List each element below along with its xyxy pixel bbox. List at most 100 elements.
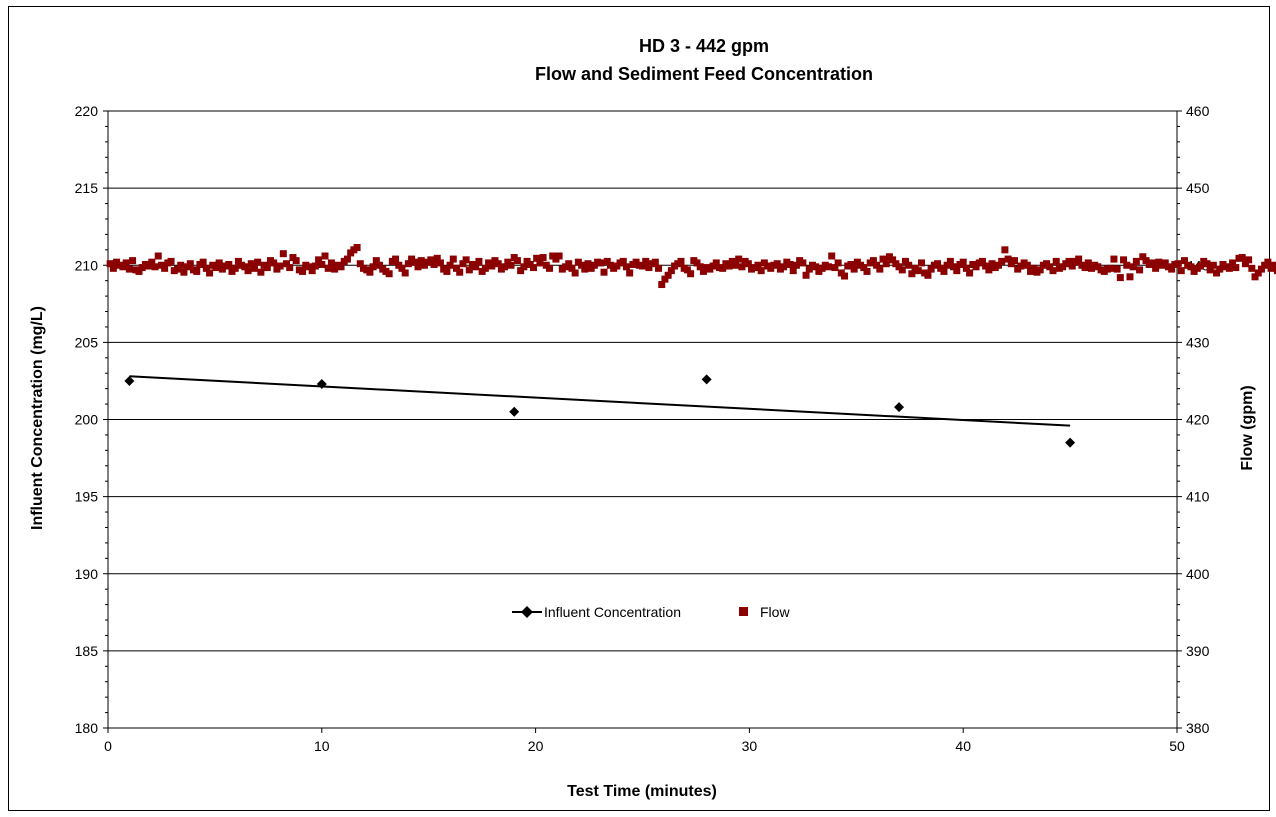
- flow-point: [257, 268, 265, 276]
- flow-point: [161, 264, 169, 272]
- flow-point: [603, 257, 611, 265]
- flow-point: [507, 261, 515, 269]
- legend-label-flow: Flow: [760, 604, 790, 620]
- y-right-tick-label: 410: [1186, 489, 1210, 505]
- influent-point: [124, 375, 135, 386]
- flow-point: [802, 271, 810, 279]
- flow-point: [985, 266, 993, 274]
- flow-point: [305, 263, 313, 271]
- flow-point: [449, 255, 457, 263]
- flow-point: [173, 265, 181, 273]
- flow-point: [1187, 263, 1195, 271]
- y-right-tick-label: 430: [1186, 334, 1210, 350]
- flow-point: [1254, 269, 1262, 277]
- flow-point: [241, 263, 249, 271]
- flow-point: [433, 254, 441, 262]
- y-left-tick-label: 190: [75, 566, 99, 582]
- flow-point: [286, 264, 294, 272]
- flow-point: [1136, 266, 1144, 274]
- flow-point: [324, 264, 332, 272]
- flow-point: [651, 258, 659, 266]
- flow-point: [343, 255, 351, 263]
- flow-point: [529, 264, 537, 272]
- flow-point: [270, 259, 278, 267]
- flow-point: [1001, 246, 1009, 254]
- flow-point: [1052, 257, 1060, 265]
- flow-point: [404, 260, 412, 268]
- flow-point: [988, 260, 996, 268]
- flow-point: [918, 259, 926, 267]
- y-left-tick-label: 215: [75, 180, 99, 196]
- flow-point: [186, 260, 194, 268]
- flow-point: [655, 264, 663, 272]
- flow-point: [687, 270, 695, 278]
- flow-point: [959, 258, 967, 266]
- flow-point: [600, 268, 608, 276]
- y-left-tick-label: 205: [75, 334, 99, 350]
- flow-point: [738, 263, 746, 271]
- flow-point: [841, 272, 849, 280]
- x-tick-label: 0: [104, 738, 112, 754]
- flow-point: [1197, 262, 1205, 270]
- flow-point: [1270, 261, 1276, 269]
- flow-point: [369, 263, 377, 271]
- flow-point: [1213, 269, 1221, 277]
- flow-point: [398, 264, 406, 272]
- flow-point: [1203, 260, 1211, 268]
- flow-point: [1264, 258, 1272, 266]
- flow-point: [882, 260, 890, 268]
- flow-point: [966, 269, 974, 277]
- flow-point: [645, 264, 653, 272]
- flow-point: [953, 267, 961, 275]
- flow-point: [1241, 260, 1249, 268]
- flow-point: [639, 262, 646, 270]
- flow-point: [427, 256, 435, 264]
- flow-point: [520, 263, 528, 271]
- flow-point: [177, 261, 185, 269]
- flow-point: [1161, 259, 1169, 267]
- flow-point: [943, 261, 951, 269]
- flow-point: [914, 267, 922, 275]
- flow-point: [1273, 267, 1276, 275]
- flow-point: [869, 257, 877, 265]
- flow-point: [1209, 261, 1217, 269]
- flow-point: [978, 257, 986, 265]
- flow-point: [452, 264, 460, 272]
- flow-point: [879, 255, 887, 263]
- flow-point: [536, 259, 544, 267]
- flow-point: [283, 260, 291, 268]
- flow-point: [773, 260, 781, 268]
- influent-point: [509, 406, 520, 417]
- y-left-tick-label: 195: [75, 489, 99, 505]
- flow-point: [1068, 262, 1076, 270]
- flow-point: [780, 263, 788, 271]
- flow-point: [414, 263, 422, 271]
- flow-point: [1123, 261, 1131, 269]
- flow-point: [1065, 257, 1073, 265]
- flow-point: [889, 256, 897, 264]
- flow-point: [962, 264, 970, 272]
- flow-point: [308, 267, 316, 275]
- chart-title: HD 3 - 442 gpm: [639, 36, 769, 56]
- flow-point: [1084, 259, 1092, 267]
- flow-point: [488, 262, 496, 270]
- flow-point: [151, 263, 159, 271]
- flow-point: [1116, 274, 1124, 282]
- flow-point: [376, 261, 384, 269]
- flow-point: [353, 244, 361, 252]
- flow-point: [860, 264, 868, 272]
- flow-point: [1075, 255, 1083, 263]
- x-tick-label: 40: [955, 738, 971, 754]
- y-left-tick-label: 180: [75, 720, 99, 736]
- flow-point: [934, 260, 942, 268]
- legend-marker-influent: [521, 606, 533, 618]
- flow-point: [279, 250, 287, 258]
- flow-point: [831, 264, 839, 272]
- flow-point: [1011, 257, 1019, 265]
- flow-point: [417, 257, 425, 265]
- flow-point: [699, 267, 707, 275]
- y-right-tick-label: 450: [1186, 180, 1210, 196]
- flow-point: [677, 257, 685, 265]
- flow-point: [148, 258, 156, 266]
- flow-point: [276, 262, 284, 270]
